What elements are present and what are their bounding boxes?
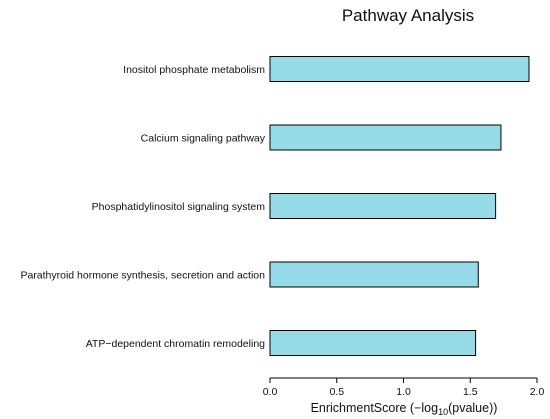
x-axis-title: EnrichmentScore (−log10(pvalue))	[311, 401, 498, 417]
chart-title: Pathway Analysis	[342, 6, 474, 25]
bars-group	[269, 56, 530, 356]
bar-4	[269, 261, 479, 288]
category-label-1: Inositol phosphate metabolism	[123, 64, 265, 76]
bar-5	[269, 330, 477, 356]
x-tick-label-4: 1.5	[463, 386, 478, 398]
category-label-5: ATP−dependent chromatin remodeling	[86, 338, 265, 350]
bar-2	[269, 124, 502, 151]
category-labels-group: Inositol phosphate metabolism Calcium sig…	[20, 64, 265, 350]
x-axis-title-subscript: 10	[438, 407, 448, 417]
category-label-3: Phosphatidylinositol signaling system	[92, 201, 266, 213]
category-label-4: Parathyroid hormone synthesis, secretion…	[20, 270, 265, 282]
x-tick-label-5: 2.0	[530, 386, 545, 398]
bar-1	[269, 56, 530, 82]
x-tick-label-1: 0.0	[263, 386, 278, 398]
x-tick-label-2: 0.5	[329, 386, 344, 398]
x-axis-title-suffix: (pvalue))	[448, 401, 497, 415]
x-tick-label-3: 1.0	[396, 386, 411, 398]
x-axis: 0.0 0.5 1.0 1.5 2.0	[263, 377, 545, 398]
bar-3	[269, 193, 497, 219]
x-axis-title-prefix: EnrichmentScore (−log	[311, 401, 439, 415]
category-label-2: Calcium signaling pathway	[141, 133, 266, 145]
